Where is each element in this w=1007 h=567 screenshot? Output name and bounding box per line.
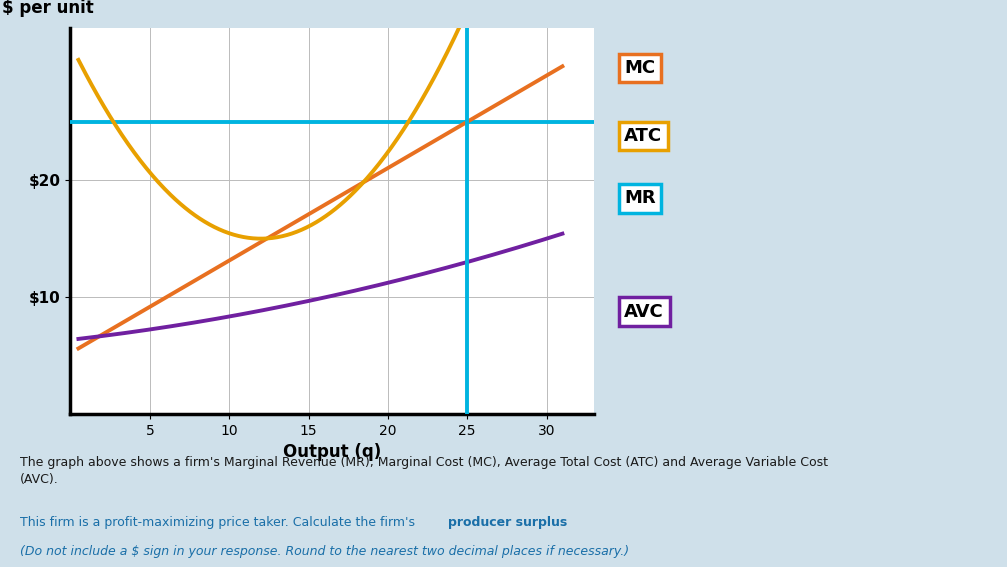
Text: AVC: AVC (624, 303, 664, 321)
Text: MC: MC (624, 59, 656, 77)
Text: ATC: ATC (624, 127, 663, 145)
X-axis label: Output (q): Output (q) (283, 443, 382, 461)
Text: The graph above shows a firm's Marginal Revenue (MR), Marginal Cost (MC), Averag: The graph above shows a firm's Marginal … (20, 456, 828, 486)
Text: .: . (562, 516, 566, 529)
Text: $ per unit: $ per unit (2, 0, 95, 17)
Text: MR: MR (624, 189, 656, 208)
Text: This firm is a profit-maximizing price taker. Calculate the firm's: This firm is a profit-maximizing price t… (20, 516, 419, 529)
Text: (Do not include a $ sign in your response. Round to the nearest two decimal plac: (Do not include a $ sign in your respons… (20, 545, 629, 558)
Text: producer surplus: producer surplus (448, 516, 567, 529)
